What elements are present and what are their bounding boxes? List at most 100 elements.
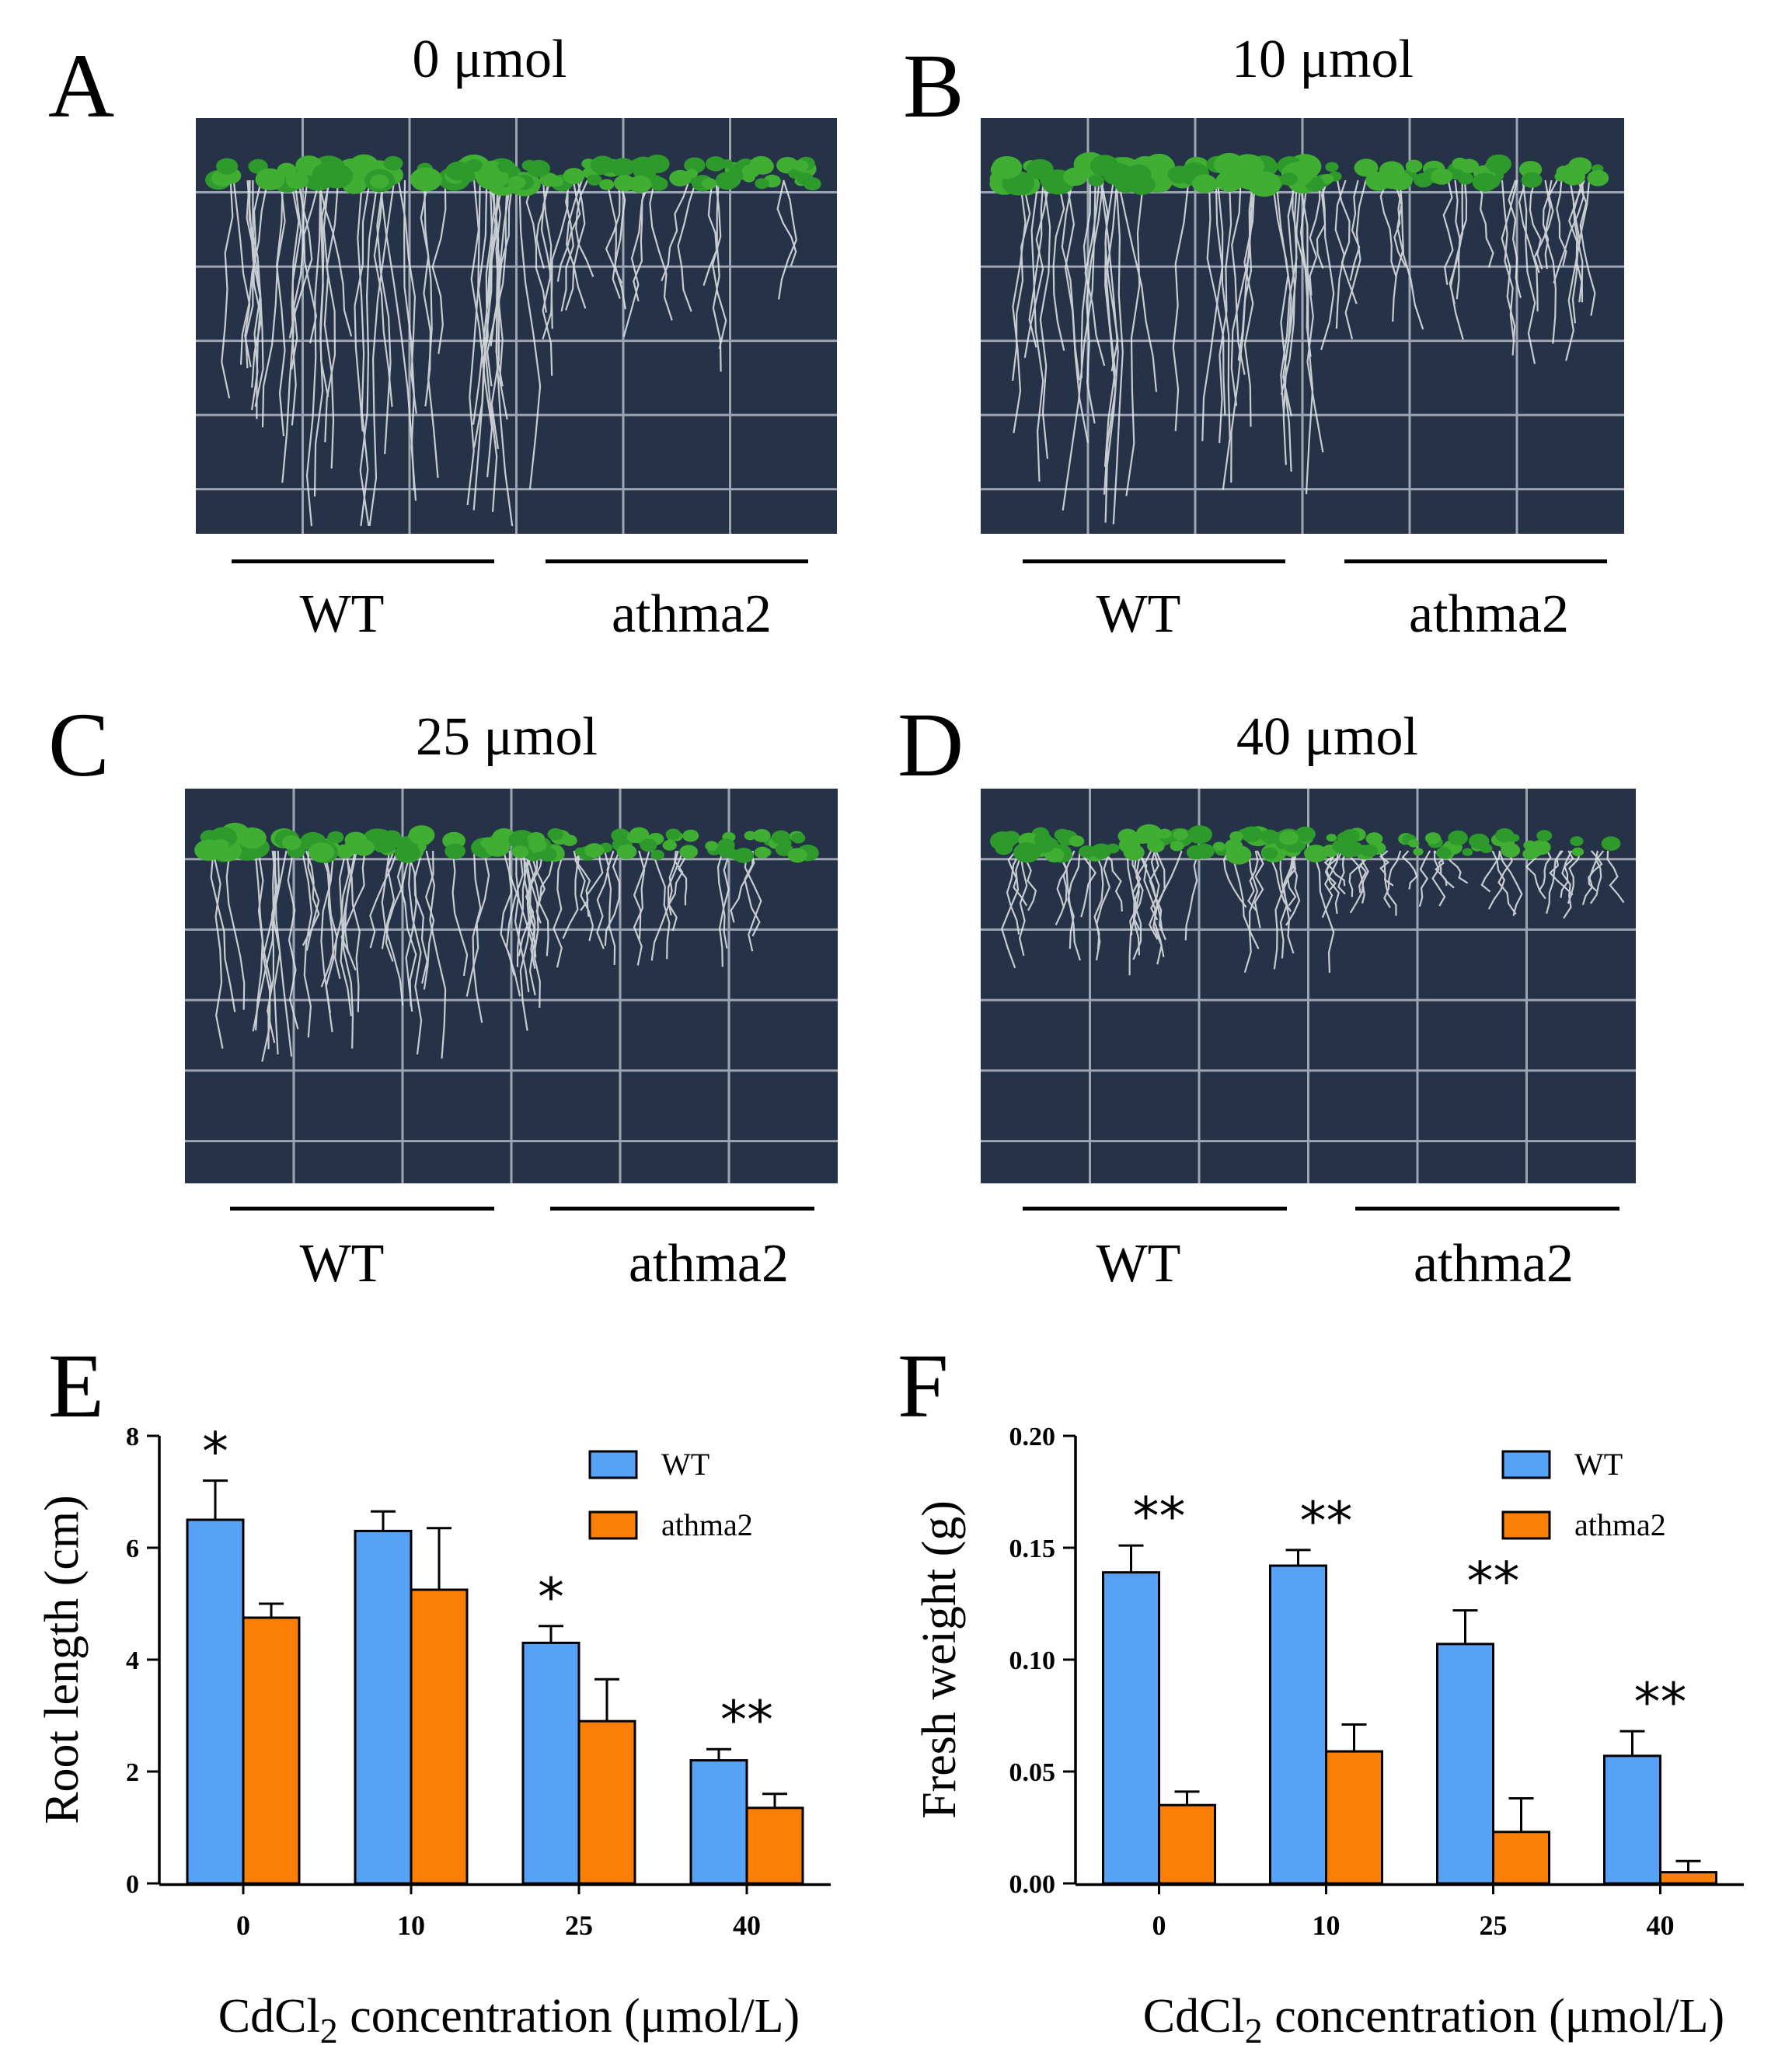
root xyxy=(261,179,286,427)
leaf xyxy=(1365,832,1383,845)
leaf xyxy=(771,830,791,845)
leaf xyxy=(1448,830,1468,846)
leaf xyxy=(511,845,529,859)
legend-swatch-wt xyxy=(1501,1450,1551,1479)
x-tick-label: 10 xyxy=(397,1910,425,1941)
root xyxy=(210,850,236,1012)
root xyxy=(1028,179,1044,348)
root xyxy=(1568,179,1585,303)
root xyxy=(369,850,399,949)
root xyxy=(562,850,579,939)
root xyxy=(1030,179,1044,482)
athma2-label-a: athma2 xyxy=(611,584,772,644)
root xyxy=(1337,850,1350,895)
root xyxy=(1231,179,1246,375)
wt-label-b: WT xyxy=(1096,584,1181,644)
root xyxy=(1309,179,1321,296)
y-axis-title: Fresh weight (g) xyxy=(913,1500,966,1819)
root xyxy=(605,179,623,284)
root xyxy=(232,179,252,368)
root xyxy=(711,179,727,350)
leaf xyxy=(720,159,734,169)
leaf xyxy=(480,837,496,849)
root xyxy=(1216,179,1231,490)
root xyxy=(1349,179,1361,281)
root xyxy=(1383,850,1402,908)
root xyxy=(320,850,350,988)
root xyxy=(1230,850,1260,949)
leaf xyxy=(538,847,557,862)
root xyxy=(1480,850,1501,893)
root xyxy=(1544,179,1557,344)
leaf xyxy=(734,848,754,863)
leaf xyxy=(408,825,435,845)
seedling-leaves xyxy=(989,824,1621,865)
root xyxy=(560,179,574,312)
leaf xyxy=(216,158,239,175)
root xyxy=(246,179,264,407)
root xyxy=(1280,179,1299,415)
root xyxy=(376,179,392,455)
legend-swatch-athma2 xyxy=(1501,1510,1551,1540)
y-tick-label: 0.20 xyxy=(1009,1423,1056,1451)
leaf xyxy=(755,178,769,190)
seedling-leaves xyxy=(205,154,821,197)
leaf xyxy=(1088,174,1104,187)
root xyxy=(515,851,536,996)
leaf xyxy=(1343,841,1364,857)
leaf xyxy=(1054,828,1071,841)
y-axis-title: Root length (cm) xyxy=(36,1495,89,1824)
leaf xyxy=(685,169,699,178)
root xyxy=(1253,850,1264,928)
root xyxy=(612,179,626,299)
roots xyxy=(221,179,797,527)
root xyxy=(1126,850,1142,960)
leaf xyxy=(1523,840,1536,850)
athma2-group-line-a xyxy=(546,559,808,563)
root xyxy=(431,179,447,354)
leaf xyxy=(1079,845,1096,859)
root xyxy=(1546,850,1562,915)
leaf xyxy=(1304,845,1328,862)
leaf xyxy=(507,176,526,190)
leaf xyxy=(1431,168,1453,185)
leaf xyxy=(549,176,564,187)
root xyxy=(303,179,321,343)
root xyxy=(604,850,621,946)
panel-letter-e: E xyxy=(48,1335,105,1437)
root xyxy=(1553,179,1585,284)
leaf xyxy=(599,179,615,190)
significance-mark: ** xyxy=(1467,1552,1520,1613)
root xyxy=(605,179,626,310)
leaf xyxy=(1247,171,1281,197)
root xyxy=(1392,179,1404,322)
root xyxy=(1128,850,1142,976)
leaf xyxy=(1472,172,1497,192)
leaf xyxy=(1225,845,1252,865)
leaf xyxy=(1203,178,1220,190)
root xyxy=(516,850,535,967)
root xyxy=(408,850,423,1055)
root xyxy=(472,850,483,1023)
leaf xyxy=(1117,828,1138,844)
root xyxy=(668,850,678,932)
leaf xyxy=(611,828,630,843)
leaf xyxy=(1295,159,1312,172)
wt-group-line-c xyxy=(230,1207,494,1211)
root xyxy=(1476,179,1494,268)
leaf xyxy=(1001,831,1020,845)
leaf xyxy=(788,169,802,179)
root xyxy=(1560,850,1574,898)
root xyxy=(1542,179,1553,270)
root xyxy=(1501,179,1518,356)
root xyxy=(405,850,424,1012)
root xyxy=(1137,850,1159,940)
bar-wt-0 xyxy=(186,1518,245,1885)
root xyxy=(1501,179,1515,343)
root xyxy=(1102,850,1123,912)
x-tick-label: 40 xyxy=(1647,1910,1675,1941)
root xyxy=(1522,179,1536,364)
leaf xyxy=(992,155,1023,179)
seedling-leaves xyxy=(194,822,819,863)
leaf xyxy=(1173,829,1188,841)
